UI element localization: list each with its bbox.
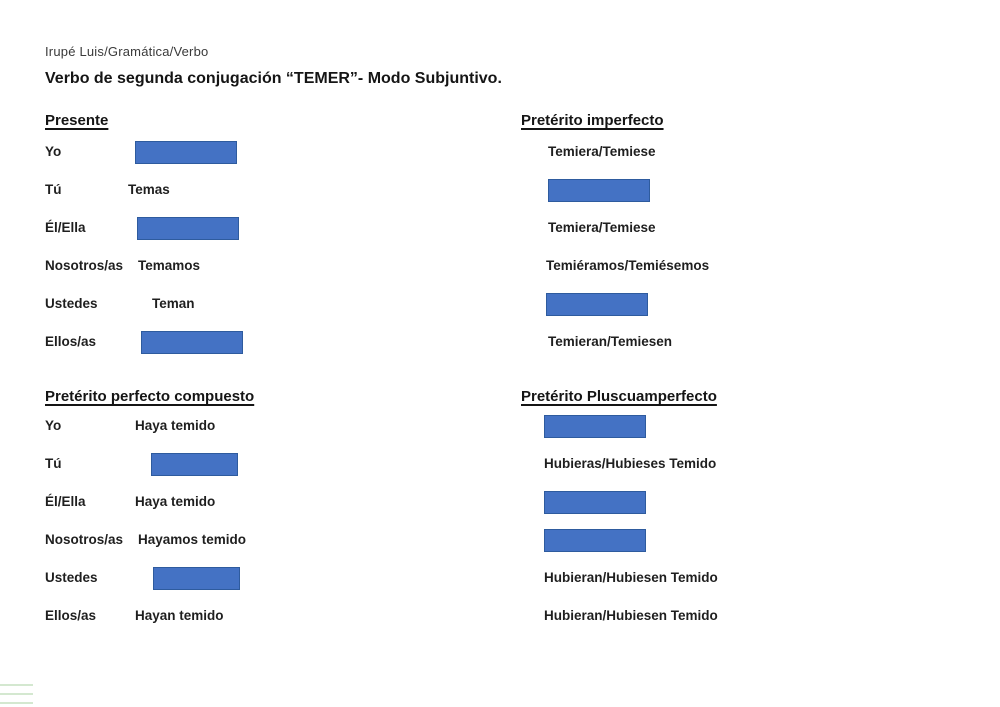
conjugation-row: Temiera/Temiese — [521, 141, 951, 179]
pronoun-label: Nosotros/as — [45, 532, 124, 547]
answer-text: Haya temido — [135, 418, 216, 433]
answer-text: Hubieran/Hubiesen Temido — [544, 608, 718, 623]
section-preterito-perfecto-compuesto: Pretérito perfecto compuesto Yo Haya temi… — [45, 388, 475, 643]
conjugation-row: Él/Ella Haya temido — [45, 491, 475, 529]
section-heading-preterito-pluscuamperfecto: Pretérito Pluscuamperfecto — [521, 388, 717, 405]
breadcrumb: Irupé Luis/Gramática/Verbo — [45, 44, 209, 59]
pronoun-label: Tú — [45, 456, 62, 471]
section-heading-preterito-imperfecto: Pretérito imperfecto — [521, 112, 664, 129]
conjugation-row: Hubieran/Hubiesen Temido — [521, 605, 951, 643]
answer-blank-box[interactable] — [544, 491, 646, 514]
answer-blank-box[interactable] — [137, 217, 239, 240]
answer-text: Temamos — [138, 258, 201, 273]
answer-text: Hubieras/Hubieses Temido — [544, 456, 717, 471]
pronoun-label: Él/Ella — [45, 220, 86, 235]
answer-text: Temas — [128, 182, 170, 197]
conjugation-row: Temiéramos/Temiésemos — [521, 255, 951, 293]
pronoun-label: Tú — [45, 182, 62, 197]
conjugation-row: Tú Temas — [45, 179, 475, 217]
pronoun-label: Ustedes — [45, 570, 98, 585]
preterito-pluscuamperfecto-rows: Hubieras/Hubieses Temido Hubieran/Hubiese… — [521, 415, 951, 643]
answer-text: Hayamos temido — [138, 532, 247, 547]
answer-text: Temiera/Temiese — [548, 220, 656, 235]
bottom-left-mark — [0, 702, 33, 704]
conjugation-row: Ellos/as — [45, 331, 475, 369]
conjugation-row — [521, 293, 951, 331]
section-heading-presente: Presente — [45, 112, 109, 129]
answer-blank-box[interactable] — [135, 141, 237, 164]
conjugation-row: Yo Haya temido — [45, 415, 475, 453]
conjugation-row: Hubieran/Hubiesen Temido — [521, 567, 951, 605]
answer-blank-box[interactable] — [544, 529, 646, 552]
conjugation-row: Ustedes Teman — [45, 293, 475, 331]
conjugation-row: Ustedes — [45, 567, 475, 605]
answer-blank-box[interactable] — [544, 415, 646, 438]
pronoun-label: Ustedes — [45, 296, 98, 311]
pronoun-label: Él/Ella — [45, 494, 86, 509]
page-title: Verbo de segunda conjugación “TEMER”- Mo… — [45, 70, 502, 87]
answer-text: Teman — [152, 296, 195, 311]
presente-rows: Yo Tú Temas Él/Ella Nosotros/as Temamos Ustede… — [45, 141, 475, 369]
section-presente: Presente Yo Tú Temas Él/Ella Nosotros/as Tema… — [45, 112, 475, 369]
preterito-perfecto-compuesto-rows: Yo Haya temido Tú Él/Ella Haya temido Nosotro… — [45, 415, 475, 643]
answer-blank-box[interactable] — [151, 453, 238, 476]
bottom-left-mark — [0, 693, 33, 695]
conjugation-row: Hubieras/Hubieses Temido — [521, 453, 951, 491]
answer-blank-box[interactable] — [141, 331, 243, 354]
section-heading-preterito-perfecto-compuesto: Pretérito perfecto compuesto — [45, 388, 255, 405]
conjugation-row: Nosotros/as Hayamos temido — [45, 529, 475, 567]
section-preterito-imperfecto: Pretérito imperfecto Temiera/Temiese Temi… — [521, 112, 951, 369]
conjugation-row — [521, 179, 951, 217]
answer-blank-box[interactable] — [153, 567, 240, 590]
conjugation-row: Temieran/Temiesen — [521, 331, 951, 369]
conjugation-row — [521, 529, 951, 567]
conjugation-row: Tú — [45, 453, 475, 491]
answer-text: Temiéramos/Temiésemos — [546, 258, 710, 273]
answer-text: Temiera/Temiese — [548, 144, 656, 159]
conjugation-row: Nosotros/as Temamos — [45, 255, 475, 293]
conjugation-row — [521, 491, 951, 529]
answer-text: Hayan temido — [135, 608, 224, 623]
answer-text: Temieran/Temiesen — [548, 334, 673, 349]
pronoun-label: Ellos/as — [45, 608, 97, 623]
conjugation-row: Ellos/as Hayan temido — [45, 605, 475, 643]
conjugation-row: Él/Ella — [45, 217, 475, 255]
pronoun-label: Yo — [45, 144, 62, 159]
answer-blank-box[interactable] — [546, 293, 648, 316]
pronoun-label: Ellos/as — [45, 334, 97, 349]
pronoun-label: Nosotros/as — [45, 258, 124, 273]
conjugation-row: Yo — [45, 141, 475, 179]
pronoun-label: Yo — [45, 418, 62, 433]
bottom-left-mark — [0, 684, 33, 686]
preterito-imperfecto-rows: Temiera/Temiese Temiera/Temiese Temiéramos… — [521, 141, 951, 369]
section-preterito-pluscuamperfecto: Pretérito Pluscuamperfecto Hubieras/Hubi… — [521, 388, 951, 643]
answer-text: Hubieran/Hubiesen Temido — [544, 570, 718, 585]
conjugation-row: Temiera/Temiese — [521, 217, 951, 255]
answer-text: Haya temido — [135, 494, 216, 509]
answer-blank-box[interactable] — [548, 179, 650, 202]
conjugation-row — [521, 415, 951, 453]
